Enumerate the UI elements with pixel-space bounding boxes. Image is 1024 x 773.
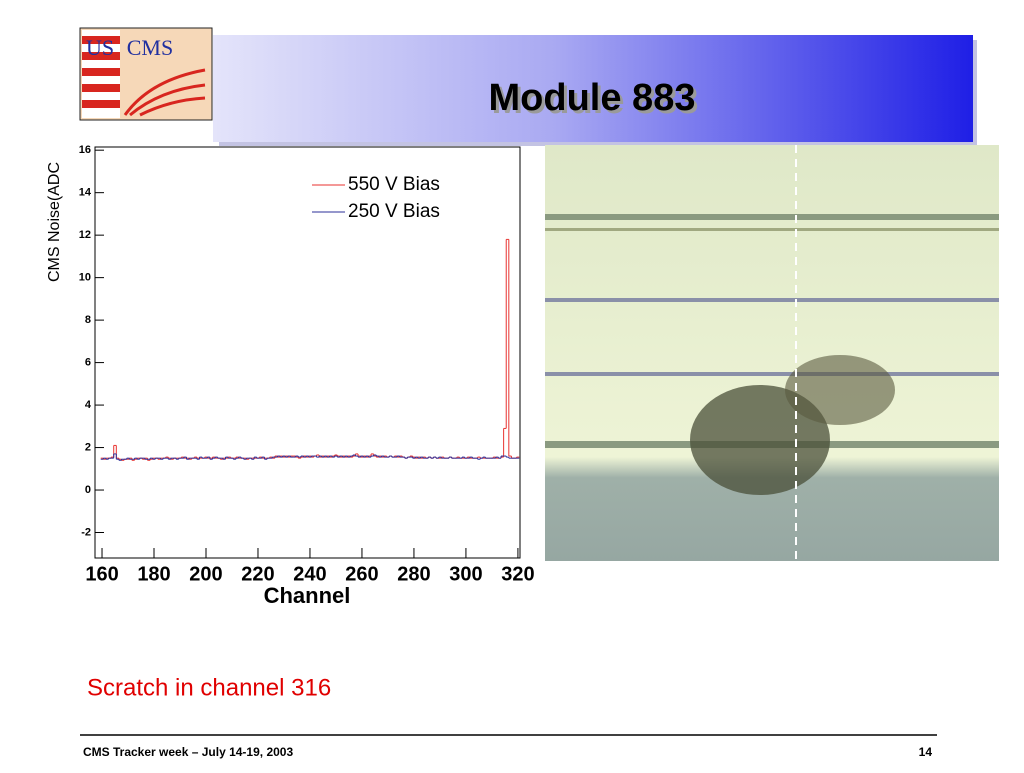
x-tick-label: 240	[293, 563, 326, 585]
caption: Scratch in channel 316	[87, 674, 331, 701]
legend-label: 550 V Bias	[348, 174, 440, 195]
photo-strip	[545, 372, 999, 376]
photo-strip	[545, 298, 999, 302]
x-tick-label: 260	[345, 563, 378, 585]
logo-stripe	[82, 84, 120, 92]
x-tick-label: 200	[189, 563, 222, 585]
y-tick-label: -2	[81, 526, 91, 538]
logo-stripe	[82, 68, 120, 76]
logo-stripe	[82, 100, 120, 108]
plot-frame	[94, 146, 521, 559]
y-tick-label: 12	[79, 229, 91, 241]
photo-bg	[545, 145, 999, 561]
slide-title: Module 883	[489, 77, 696, 119]
photo-scratch	[785, 355, 895, 425]
logo: US CMS	[79, 27, 213, 121]
y-tick-label: 0	[85, 484, 91, 496]
y-tick-label: 10	[79, 272, 91, 284]
logo-tracks	[123, 68, 206, 117]
x-tick-label: 280	[397, 563, 430, 585]
footer-text: CMS Tracker week – July 14-19, 2003	[83, 745, 293, 759]
page-number: 14	[919, 745, 933, 759]
x-tick-label: 300	[449, 563, 482, 585]
logo-stripe	[82, 52, 120, 60]
x-tick-label: 180	[137, 563, 170, 585]
logo-stripe	[82, 36, 120, 44]
plot: -2 0 2 4 6 8 10 12 14 16 160 180 200 220 240 260 280 300 3…	[79, 144, 535, 585]
photo-strip	[545, 228, 999, 231]
y-tick-label: 2	[85, 441, 91, 453]
logo-text: CMS	[127, 35, 173, 60]
x-tick-label: 220	[241, 563, 274, 585]
y-tick-label: 6	[85, 356, 91, 368]
y-tick-label: 4	[85, 399, 92, 411]
y-tick-label: 16	[79, 144, 91, 156]
x-axis-title: Channel	[264, 583, 351, 608]
title-shadow: Module 883	[492, 80, 699, 122]
legend-label: 250 V Bias	[348, 201, 440, 222]
y-tick-label: 14	[79, 187, 92, 199]
photo-strip	[545, 214, 999, 220]
microscope-photo	[545, 145, 999, 561]
logo-text: US	[86, 35, 114, 60]
x-tick-label: 160	[85, 563, 118, 585]
y-tick-label: 8	[85, 314, 91, 326]
y-axis-title: CMS Noise(ADC	[46, 162, 63, 282]
header-band	[213, 35, 973, 142]
x-tick-label: 320	[501, 563, 534, 585]
